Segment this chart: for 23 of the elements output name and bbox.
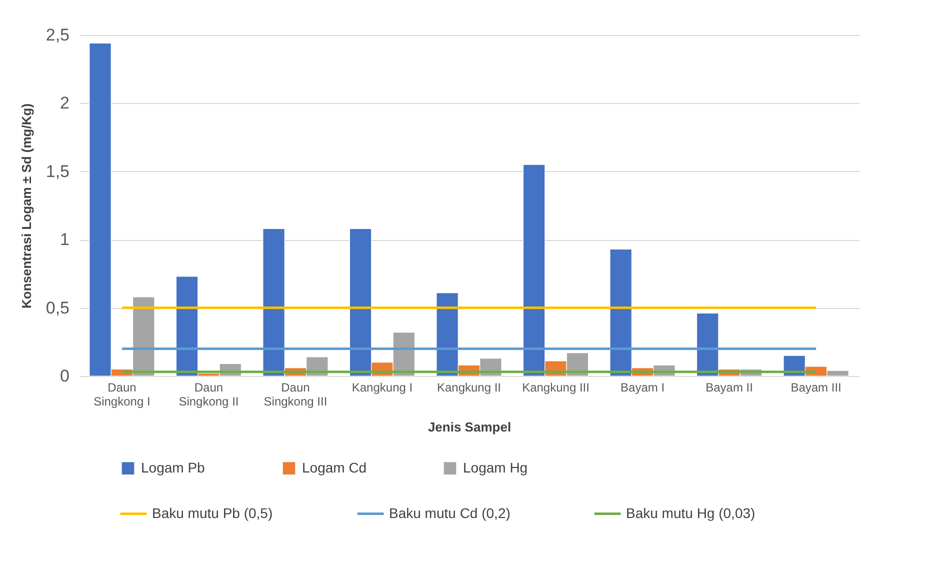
x-tick-label: Daun Singkong I (94, 380, 150, 408)
x-axis-title: Jenis Sampel (428, 420, 512, 434)
x-tick-label: Bayam III (790, 380, 842, 394)
legend-label: Baku mutu Hg (0,03) (626, 504, 756, 521)
x-tick-label: Daun Singkong II (178, 380, 239, 408)
y-tick-label: 0,5 (46, 298, 70, 318)
x-tick-label: Daun Singkong III (264, 380, 328, 408)
legend-label: Logam Hg (463, 459, 528, 476)
y-tick-label: 2 (60, 94, 70, 113)
x-tick-label: Bayam II (706, 380, 753, 394)
x-tick-label: Kangkung I (352, 380, 413, 394)
y-tick-label: 2,5 (46, 26, 70, 44)
x-tick-label: Kangkung II (436, 380, 502, 394)
y-tick-label: 1,5 (46, 162, 70, 181)
legend-label: Baku mutu Cd (0,2) (389, 504, 510, 521)
x-tick-label: Bayam I (620, 380, 665, 394)
legend-label: Logam Pb (141, 459, 206, 476)
y-tick-label: 0 (60, 366, 70, 386)
legend-label: Logam Cd (302, 459, 367, 476)
y-axis-title: Konsentrasi Logam ± Sd (mg/Kg) (18, 103, 34, 309)
legend-label: Baku mutu Pb (0,5) (152, 504, 273, 521)
y-tick-label: 1 (60, 230, 70, 250)
x-tick-label: Kangkung III (522, 380, 590, 394)
